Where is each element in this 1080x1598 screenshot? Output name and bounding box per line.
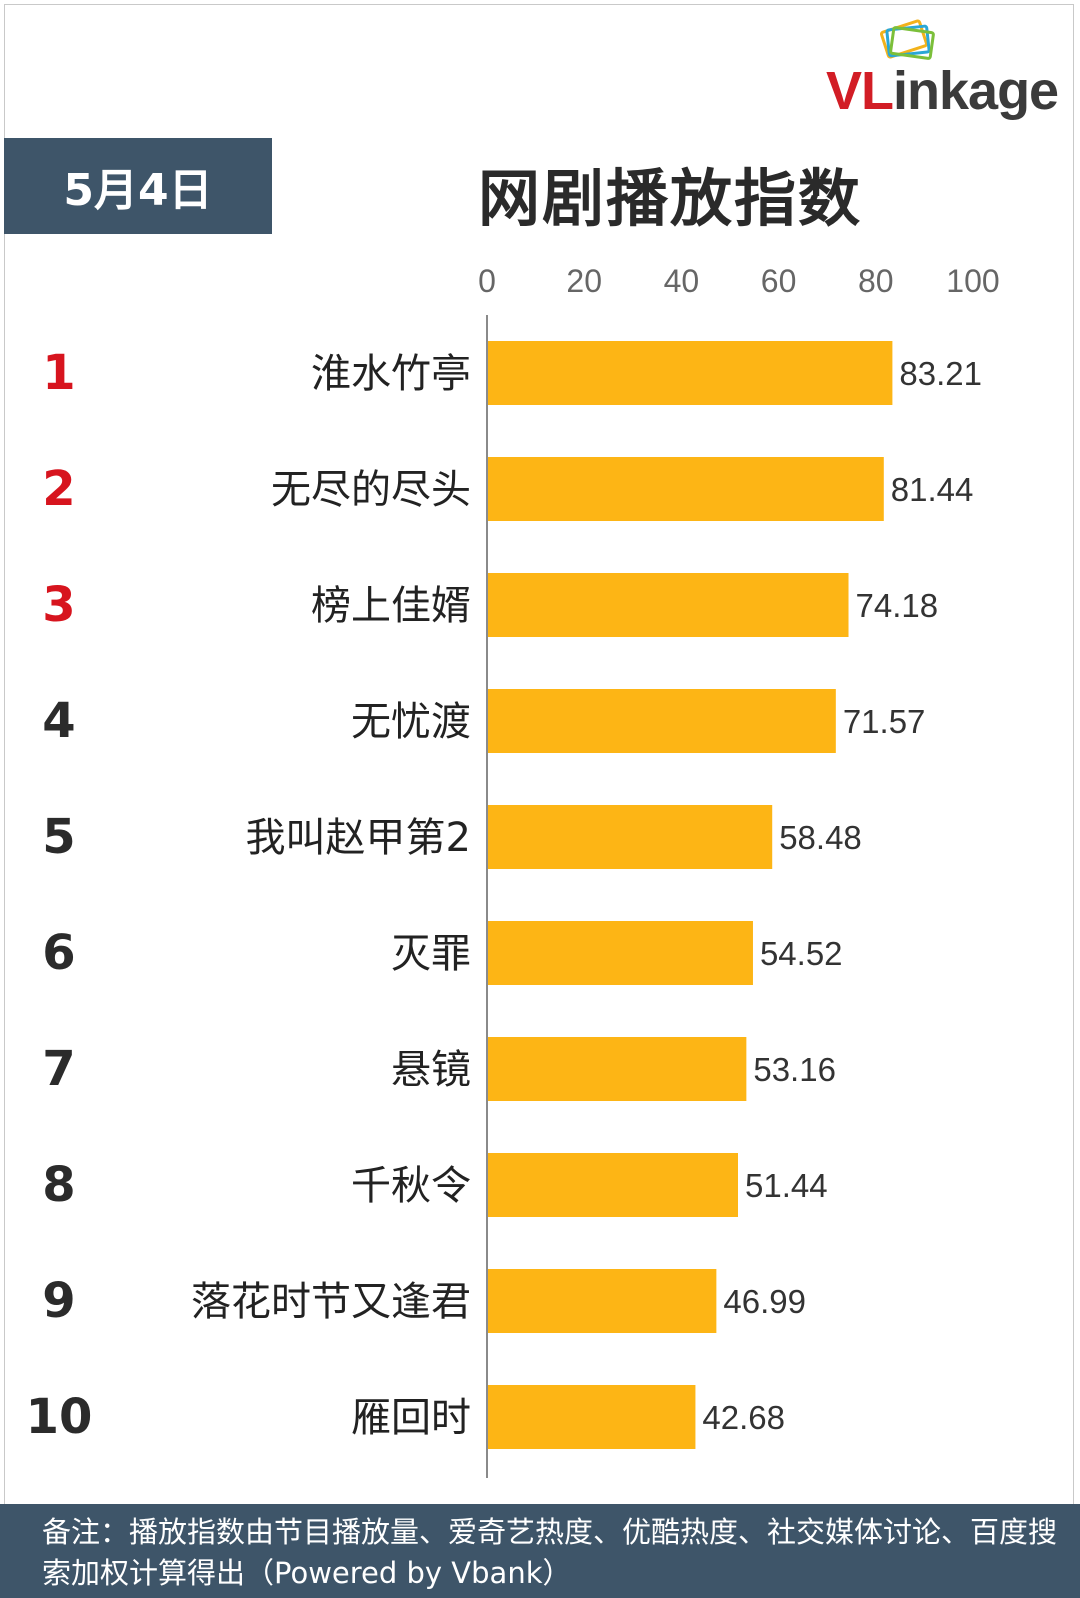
bar — [488, 457, 884, 521]
data-label: 42.68 — [702, 1399, 785, 1436]
data-label: 83.21 — [899, 355, 982, 392]
x-tick-label: 80 — [858, 263, 894, 299]
x-tick-label: 100 — [946, 263, 999, 299]
category-label: 无忧渡 — [351, 699, 471, 745]
data-label: 74.18 — [856, 587, 939, 624]
rank-number: 8 — [42, 1157, 75, 1213]
rank-number: 10 — [26, 1389, 93, 1445]
bar — [488, 1269, 717, 1333]
data-label: 71.57 — [843, 703, 926, 740]
category-label: 雁回时 — [351, 1395, 471, 1441]
category-label: 我叫赵甲第2 — [246, 815, 471, 861]
rank-number: 3 — [42, 577, 75, 633]
category-label: 淮水竹亭 — [311, 351, 471, 397]
rank-number: 9 — [42, 1273, 75, 1329]
vlinkage-logo: VLinkage — [826, 16, 1076, 126]
rank-number: 1 — [42, 345, 75, 401]
data-label: 81.44 — [891, 471, 974, 508]
data-label: 46.99 — [723, 1283, 806, 1320]
footer-note-text: 备注：播放指数由节目播放量、爱奇艺热度、优酷热度、社交媒体讨论、百度搜索加权计算… — [42, 1515, 1058, 1590]
rank-number: 4 — [42, 693, 75, 749]
data-label: 53.16 — [753, 1051, 836, 1088]
category-label: 无尽的尽头 — [271, 467, 471, 513]
logo-cards-icon — [879, 19, 935, 60]
x-tick-label: 0 — [478, 263, 496, 299]
rank-number: 5 — [42, 809, 75, 865]
category-label: 落花时节又逢君 — [191, 1279, 471, 1325]
category-label: 千秋令 — [351, 1163, 471, 1209]
x-tick-label: 20 — [566, 263, 602, 299]
bar — [488, 1385, 696, 1449]
date-badge: 5月4日 — [4, 138, 272, 234]
x-tick-label: 40 — [664, 263, 700, 299]
data-label: 58.48 — [779, 819, 862, 856]
data-label: 51.44 — [745, 1167, 828, 1204]
rank-number: 2 — [42, 461, 75, 517]
bar — [488, 805, 773, 869]
bar — [488, 341, 893, 405]
category-label: 悬镜 — [391, 1047, 471, 1093]
rank-number: 7 — [42, 1041, 75, 1097]
category-label: 灭罪 — [391, 931, 471, 977]
date-label: 5月4日 — [63, 165, 213, 216]
bar — [488, 1153, 738, 1217]
footer-note: 备注：播放指数由节目播放量、爱奇艺热度、优酷热度、社交媒体讨论、百度搜索加权计算… — [0, 1504, 1080, 1598]
chart-title: 网剧播放指数 — [477, 162, 862, 235]
logo-wordmark: VLinkage — [826, 61, 1059, 121]
bar — [488, 573, 849, 637]
data-label: 54.52 — [760, 935, 843, 972]
x-tick-label: 60 — [761, 263, 797, 299]
bar — [488, 1037, 747, 1101]
bar — [488, 689, 836, 753]
category-label: 榜上佳婿 — [311, 583, 471, 629]
rank-number: 6 — [42, 925, 75, 981]
bar — [488, 921, 753, 985]
